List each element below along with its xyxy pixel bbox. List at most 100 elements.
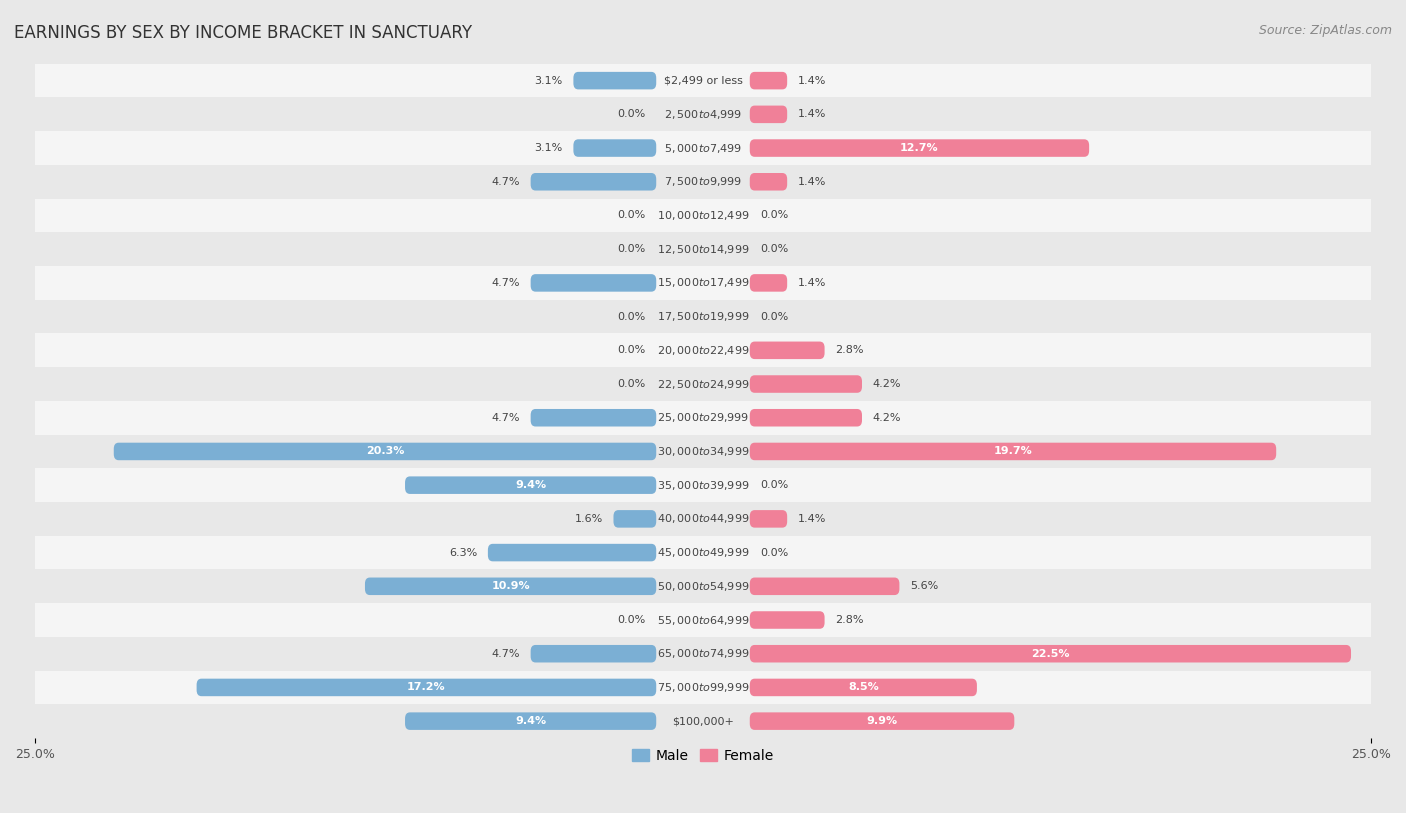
Text: 6.3%: 6.3% — [449, 548, 477, 558]
Bar — [35, 603, 1371, 637]
Text: 0.0%: 0.0% — [617, 346, 645, 355]
FancyBboxPatch shape — [749, 274, 787, 292]
Text: 1.4%: 1.4% — [797, 278, 827, 288]
Text: 0.0%: 0.0% — [617, 109, 645, 120]
FancyBboxPatch shape — [749, 645, 1351, 663]
Text: $30,000 to $34,999: $30,000 to $34,999 — [657, 445, 749, 458]
FancyBboxPatch shape — [613, 510, 657, 528]
Text: $22,500 to $24,999: $22,500 to $24,999 — [657, 377, 749, 390]
Text: 12.7%: 12.7% — [900, 143, 939, 153]
Bar — [35, 435, 1371, 468]
Bar — [35, 333, 1371, 367]
FancyBboxPatch shape — [405, 476, 657, 494]
Bar — [35, 131, 1371, 165]
FancyBboxPatch shape — [749, 106, 787, 123]
Bar — [35, 671, 1371, 704]
Text: 0.0%: 0.0% — [761, 211, 789, 220]
Text: 1.4%: 1.4% — [797, 109, 827, 120]
Bar — [35, 468, 1371, 502]
Text: 3.1%: 3.1% — [534, 143, 562, 153]
Text: 0.0%: 0.0% — [617, 244, 645, 254]
FancyBboxPatch shape — [574, 72, 657, 89]
Text: EARNINGS BY SEX BY INCOME BRACKET IN SANCTUARY: EARNINGS BY SEX BY INCOME BRACKET IN SAN… — [14, 24, 472, 42]
Text: $75,000 to $99,999: $75,000 to $99,999 — [657, 681, 749, 694]
Text: $65,000 to $74,999: $65,000 to $74,999 — [657, 647, 749, 660]
Text: $12,500 to $14,999: $12,500 to $14,999 — [657, 243, 749, 256]
Text: $10,000 to $12,499: $10,000 to $12,499 — [657, 209, 749, 222]
Text: 0.0%: 0.0% — [617, 311, 645, 322]
FancyBboxPatch shape — [749, 72, 787, 89]
Text: 0.0%: 0.0% — [761, 480, 789, 490]
FancyBboxPatch shape — [197, 679, 657, 696]
FancyBboxPatch shape — [574, 139, 657, 157]
Text: 4.7%: 4.7% — [492, 278, 520, 288]
FancyBboxPatch shape — [749, 409, 862, 427]
Text: 1.4%: 1.4% — [797, 176, 827, 187]
Text: 9.9%: 9.9% — [866, 716, 897, 726]
FancyBboxPatch shape — [749, 139, 1090, 157]
FancyBboxPatch shape — [366, 577, 657, 595]
FancyBboxPatch shape — [488, 544, 657, 561]
Bar — [35, 704, 1371, 738]
FancyBboxPatch shape — [749, 376, 862, 393]
Text: $15,000 to $17,499: $15,000 to $17,499 — [657, 276, 749, 289]
Text: $55,000 to $64,999: $55,000 to $64,999 — [657, 614, 749, 627]
Text: 2.8%: 2.8% — [835, 346, 863, 355]
Text: 1.6%: 1.6% — [575, 514, 603, 524]
Bar — [35, 300, 1371, 333]
Text: 0.0%: 0.0% — [761, 548, 789, 558]
Text: $20,000 to $22,499: $20,000 to $22,499 — [657, 344, 749, 357]
Text: $7,500 to $9,999: $7,500 to $9,999 — [664, 176, 742, 189]
Text: $2,500 to $4,999: $2,500 to $4,999 — [664, 108, 742, 121]
Text: 22.5%: 22.5% — [1031, 649, 1070, 659]
Text: 17.2%: 17.2% — [408, 682, 446, 693]
Text: 4.7%: 4.7% — [492, 176, 520, 187]
Text: 4.2%: 4.2% — [873, 379, 901, 389]
Bar — [35, 233, 1371, 266]
Text: 9.4%: 9.4% — [515, 716, 546, 726]
Text: 3.1%: 3.1% — [534, 76, 562, 85]
Text: 20.3%: 20.3% — [366, 446, 404, 456]
Text: $100,000+: $100,000+ — [672, 716, 734, 726]
Text: $17,500 to $19,999: $17,500 to $19,999 — [657, 310, 749, 323]
FancyBboxPatch shape — [405, 712, 657, 730]
FancyBboxPatch shape — [749, 712, 1014, 730]
Text: $35,000 to $39,999: $35,000 to $39,999 — [657, 479, 749, 492]
Text: 10.9%: 10.9% — [491, 581, 530, 591]
FancyBboxPatch shape — [749, 577, 900, 595]
Bar — [35, 367, 1371, 401]
Text: $25,000 to $29,999: $25,000 to $29,999 — [657, 411, 749, 424]
Bar — [35, 637, 1371, 671]
Bar — [35, 569, 1371, 603]
Text: 4.2%: 4.2% — [873, 413, 901, 423]
FancyBboxPatch shape — [749, 443, 1277, 460]
Text: 4.7%: 4.7% — [492, 413, 520, 423]
Bar — [35, 266, 1371, 300]
Text: 0.0%: 0.0% — [617, 379, 645, 389]
Bar — [35, 536, 1371, 569]
Text: $2,499 or less: $2,499 or less — [664, 76, 742, 85]
FancyBboxPatch shape — [749, 679, 977, 696]
Text: 2.8%: 2.8% — [835, 615, 863, 625]
Text: 4.7%: 4.7% — [492, 649, 520, 659]
Text: $45,000 to $49,999: $45,000 to $49,999 — [657, 546, 749, 559]
FancyBboxPatch shape — [749, 173, 787, 190]
FancyBboxPatch shape — [749, 510, 787, 528]
Bar — [35, 165, 1371, 198]
Text: $5,000 to $7,499: $5,000 to $7,499 — [664, 141, 742, 154]
Text: 0.0%: 0.0% — [617, 211, 645, 220]
FancyBboxPatch shape — [530, 645, 657, 663]
Text: $40,000 to $44,999: $40,000 to $44,999 — [657, 512, 749, 525]
Text: $50,000 to $54,999: $50,000 to $54,999 — [657, 580, 749, 593]
FancyBboxPatch shape — [114, 443, 657, 460]
Text: 0.0%: 0.0% — [761, 311, 789, 322]
Bar — [35, 401, 1371, 435]
FancyBboxPatch shape — [530, 409, 657, 427]
Text: 8.5%: 8.5% — [848, 682, 879, 693]
FancyBboxPatch shape — [749, 611, 824, 628]
Bar — [35, 98, 1371, 131]
Bar — [35, 502, 1371, 536]
Text: 1.4%: 1.4% — [797, 514, 827, 524]
Bar — [35, 198, 1371, 233]
Text: 19.7%: 19.7% — [994, 446, 1032, 456]
